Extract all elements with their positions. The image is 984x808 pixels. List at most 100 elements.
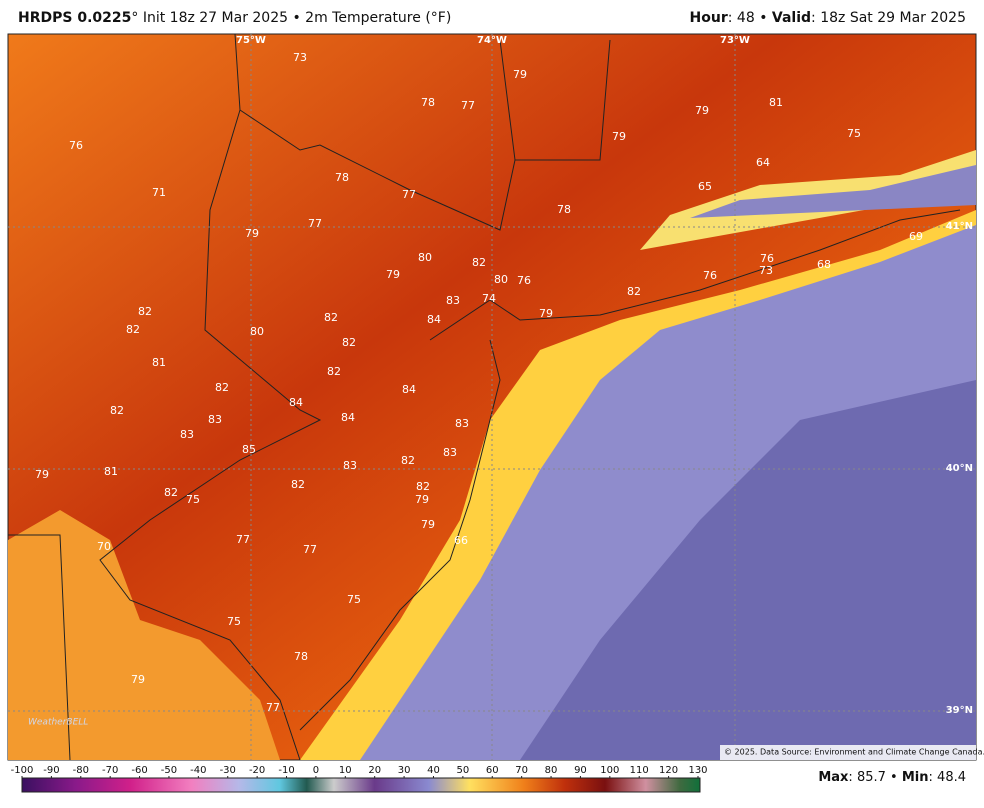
footer: Max: 85.7 • Min: 48.4 (818, 770, 966, 785)
station-value: 78 (294, 650, 308, 663)
colorbar-tick-label: 20 (368, 765, 381, 776)
max-label: Max (818, 770, 849, 785)
border (499, 39, 611, 161)
station-value: 75 (847, 127, 861, 140)
colorbar-tick-label: -60 (131, 765, 147, 776)
station-value: 84 (341, 411, 355, 424)
colorbar-tick-label: -20 (249, 765, 265, 776)
colorbar-tick-label: 90 (574, 765, 587, 776)
valid: : 18z Sat 29 Mar 2025 (811, 10, 966, 26)
colorbar-tick-label: 30 (398, 765, 411, 776)
station-value: 82 (401, 454, 415, 467)
station-value: 83 (343, 459, 357, 472)
station-value: 78 (335, 171, 349, 184)
station-value: 73 (293, 51, 307, 64)
colorbar-tick-label: 100 (600, 765, 619, 776)
hour: : 48 • (727, 10, 772, 26)
latitude-label: 40°N (946, 463, 973, 474)
station-value: 78 (421, 96, 435, 109)
min-label: Min (901, 770, 929, 785)
colorbar-tick-label: -50 (161, 765, 177, 776)
colorbar-tick-label: 80 (545, 765, 558, 776)
sound (690, 165, 976, 218)
max-sep: : (848, 770, 853, 785)
valid-label: Valid (771, 10, 812, 26)
model: HRDPS 0.0225 (18, 10, 132, 26)
min-sep: : (928, 770, 933, 785)
station-value: 77 (266, 701, 280, 714)
station-value: 82 (164, 486, 178, 499)
station-value: 77 (308, 217, 322, 230)
station-value: 78 (557, 203, 571, 216)
station-value: 82 (342, 336, 356, 349)
station-value: 79 (386, 268, 400, 281)
header-left: HRDPS 0.0225° Init 18z 27 Mar 2025 • 2m … (18, 10, 451, 26)
station-value: 77 (402, 188, 416, 201)
station-value: 76 (517, 274, 531, 287)
sep: • (890, 770, 898, 785)
colorbar-tick-label: -80 (73, 765, 89, 776)
station-value: 79 (612, 130, 626, 143)
station-value: 77 (461, 99, 475, 112)
colorbar-tick-label: -70 (102, 765, 118, 776)
station-value: 76 (69, 139, 83, 152)
station-value: 83 (446, 294, 460, 307)
station-value: 82 (138, 305, 152, 318)
station-value: 65 (698, 180, 712, 193)
station-value: 82 (126, 323, 140, 336)
river-delaware (99, 109, 322, 761)
delmarva (8, 510, 280, 760)
station-value: 81 (104, 465, 118, 478)
station-value: 82 (327, 365, 341, 378)
watermark: WeatherBELL (28, 718, 88, 728)
station-value: 85 (242, 443, 256, 456)
colorbar-tick-label: 40 (427, 765, 440, 776)
station-value: 68 (817, 258, 831, 271)
colorbar-tick-label: 0 (313, 765, 319, 776)
station-value: 64 (756, 156, 770, 169)
station-value: 77 (303, 543, 317, 556)
colorbar-tick-label: 10 (339, 765, 352, 776)
station-value: 76 (760, 252, 774, 265)
colorbar-tick-label: -100 (11, 765, 34, 776)
station-value: 71 (152, 186, 166, 199)
header-right: Hour: 48 • Valid: 18z Sat 29 Mar 2025 (690, 10, 966, 26)
coast-nj (299, 339, 501, 731)
station-value: 69 (909, 230, 923, 243)
longitude-label: 75°W (236, 35, 266, 46)
copyright-box (720, 745, 976, 760)
station-value: 82 (472, 256, 486, 269)
station-value: 79 (245, 227, 259, 240)
coast-li (429, 209, 961, 341)
station-value: 82 (324, 311, 338, 324)
station-value: 79 (35, 468, 49, 481)
station-value: 75 (186, 493, 200, 506)
station-value: 79 (513, 68, 527, 81)
station-value: 75 (347, 593, 361, 606)
init: ° Init 18z 27 Mar 2025 • 2m Temperature … (131, 10, 452, 26)
colorbar-tick-label: -30 (220, 765, 236, 776)
latitude-label: 41°N (946, 221, 973, 232)
colorbar-tick-label: -90 (43, 765, 59, 776)
max: 85.7 (856, 770, 886, 785)
station-value: 81 (152, 356, 166, 369)
station-value: 80 (418, 251, 432, 264)
station-value: 70 (97, 540, 111, 553)
colorbar-tick-label: -40 (190, 765, 206, 776)
longitude-label: 74°W (477, 35, 507, 46)
station-value: 83 (180, 428, 194, 441)
station-value: 79 (421, 518, 435, 531)
station-value: 82 (416, 480, 430, 493)
station-value: 81 (769, 96, 783, 109)
station-value: 82 (215, 381, 229, 394)
station-value: 83 (208, 413, 222, 426)
ocean-far (520, 380, 976, 760)
colorbar-tick-label: 120 (659, 765, 678, 776)
colorbar (21, 777, 701, 793)
colorbar-tick-label: -10 (278, 765, 294, 776)
station-value: 79 (415, 493, 429, 506)
min: 48.4 (937, 770, 966, 785)
station-value: 84 (402, 383, 416, 396)
station-value: 79 (695, 104, 709, 117)
